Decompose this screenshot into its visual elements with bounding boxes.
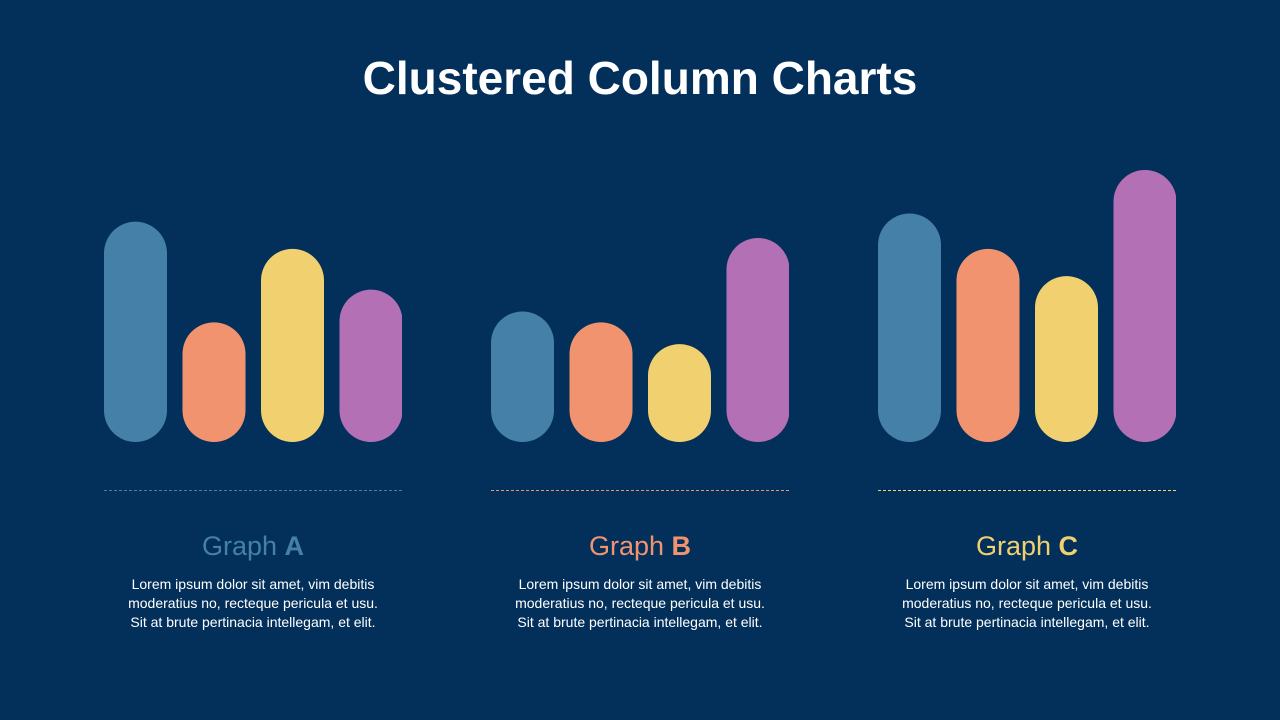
graph-label: Graph B <box>491 528 789 564</box>
column-bar <box>104 221 167 442</box>
graph-description: Lorem ipsum dolor sit amet, vim debitis … <box>868 575 1186 632</box>
column-chart-c <box>878 170 1176 442</box>
description-line: Sit at brute pertinacia intellegam, et e… <box>130 614 376 630</box>
graph-label-word: Graph <box>588 531 665 561</box>
description-line: moderatius no, recteque pericula et usu. <box>515 595 765 611</box>
graph-label-letter: A <box>284 531 305 561</box>
graph-label-letter: B <box>671 531 692 561</box>
column-bar <box>569 322 633 442</box>
graph-label-letter: C <box>1058 531 1079 561</box>
column-chart-b <box>491 238 789 442</box>
description-line: Sit at brute pertinacia intellegam, et e… <box>904 614 1150 630</box>
column-bar <box>339 289 402 442</box>
graph-panel-a: Graph A Lorem ipsum dolor sit amet, vim … <box>104 0 402 720</box>
description-line: Lorem ipsum dolor sit amet, vim debitis <box>131 576 375 592</box>
column-bar <box>1035 276 1098 442</box>
column-bar <box>491 311 554 442</box>
description-line: Lorem ipsum dolor sit amet, vim debitis <box>905 576 1149 592</box>
column-bar <box>726 238 789 442</box>
description-line: moderatius no, recteque pericula et usu. <box>902 595 1152 611</box>
graph-description: Lorem ipsum dolor sit amet, vim debitis … <box>94 575 412 632</box>
graph-panel-b: Graph B Lorem ipsum dolor sit amet, vim … <box>491 0 789 720</box>
description-line: Sit at brute pertinacia intellegam, et e… <box>517 614 763 630</box>
column-bar <box>956 248 1020 442</box>
column-bar <box>648 344 711 442</box>
page-title: Clustered Column Charts <box>362 52 918 104</box>
dashed-divider <box>491 490 789 491</box>
column-bar <box>182 322 246 442</box>
graph-panel-c: Graph C Lorem ipsum dolor sit amet, vim … <box>878 0 1176 720</box>
graph-label: Graph A <box>104 528 402 564</box>
column-bar <box>1113 170 1176 442</box>
description-line: Lorem ipsum dolor sit amet, vim debitis <box>518 576 762 592</box>
graph-label-word: Graph <box>201 531 278 561</box>
graph-label: Graph C <box>878 528 1176 564</box>
column-chart-a <box>104 221 402 442</box>
graph-label-word: Graph <box>975 531 1052 561</box>
column-bar <box>261 248 324 442</box>
column-bar <box>878 213 941 442</box>
dashed-divider <box>104 490 402 491</box>
dashed-divider <box>878 490 1176 491</box>
graph-description: Lorem ipsum dolor sit amet, vim debitis … <box>481 575 799 632</box>
description-line: moderatius no, recteque pericula et usu. <box>128 595 378 611</box>
